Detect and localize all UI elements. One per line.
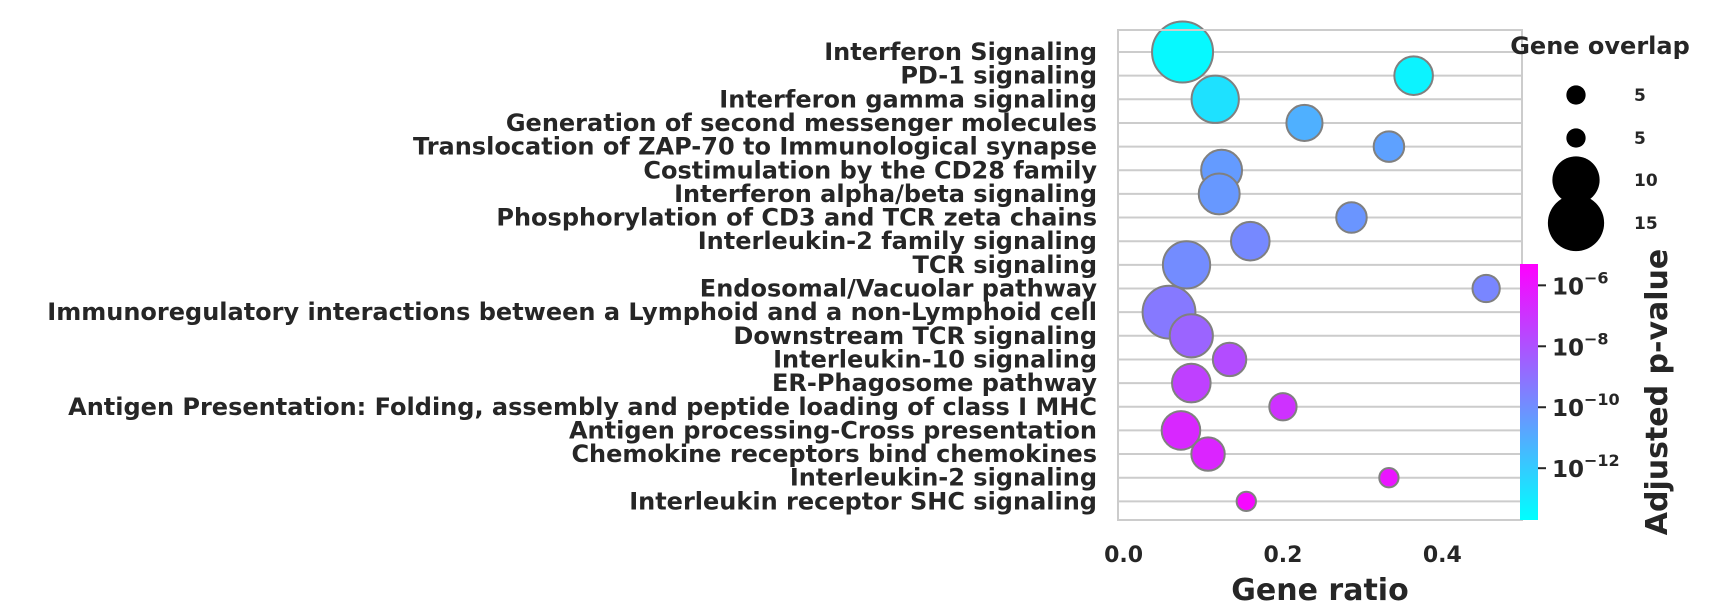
data-points xyxy=(1141,20,1501,512)
data-point xyxy=(1229,220,1271,262)
colorbar-tick-label: 10−12 xyxy=(1552,451,1620,483)
category-label: Antigen processing-Cross presentation xyxy=(569,416,1097,444)
data-point xyxy=(1285,103,1324,142)
size-legend-marker xyxy=(1566,85,1586,105)
x-tick-labels: 0.0 0.2 0.4 xyxy=(1104,543,1462,568)
data-point xyxy=(1160,410,1202,451)
data-point xyxy=(1151,20,1215,84)
data-point xyxy=(1161,240,1212,290)
x-axis-title: Gene ratio xyxy=(1231,573,1408,608)
category-label: TCR signaling xyxy=(912,251,1097,279)
x-tick-label: 0.4 xyxy=(1423,543,1462,568)
category-label: Costimulation by the CD28 family xyxy=(643,156,1097,184)
category-label: Interferon Signaling xyxy=(824,38,1097,66)
category-label: Endosomal/Vacuolar pathway xyxy=(700,275,1098,303)
data-point xyxy=(1393,55,1434,96)
size-legend-label: 5 xyxy=(1634,86,1646,106)
size-legend: 5 5 10 15 xyxy=(1547,85,1658,252)
category-label: Immunoregulatory interactions between a … xyxy=(47,298,1097,326)
category-label: Interferon gamma signaling xyxy=(719,85,1097,113)
size-legend-marker xyxy=(1547,194,1605,252)
data-point xyxy=(1372,130,1406,163)
category-label: Generation of second messenger molecules xyxy=(506,109,1097,137)
data-point xyxy=(1471,273,1501,304)
colorbar xyxy=(1520,264,1538,520)
data-point xyxy=(1190,74,1240,124)
category-label: Interferon alpha/beta signaling xyxy=(674,180,1097,208)
colorbar-tick-label: 10−10 xyxy=(1552,390,1620,422)
size-legend-label: 15 xyxy=(1634,214,1658,234)
x-tick-label: 0.2 xyxy=(1263,543,1302,568)
data-point xyxy=(1335,201,1368,234)
data-point xyxy=(1171,362,1212,404)
colorbar-title: Adjusted p-value xyxy=(1640,249,1675,536)
data-point xyxy=(1211,341,1248,378)
data-point xyxy=(1168,313,1214,359)
data-point xyxy=(1378,467,1400,489)
size-legend-title: Gene overlap xyxy=(1510,32,1690,60)
category-label: Interleukin receptor SHC signaling xyxy=(629,487,1097,515)
colorbar-tick-label: 10−6 xyxy=(1552,268,1609,300)
colorbar-ticks: 10−6 10−8 10−10 10−12 xyxy=(1538,268,1620,483)
data-point xyxy=(1190,436,1226,472)
data-point xyxy=(1235,490,1257,512)
category-label: Interleukin-2 family signaling xyxy=(698,227,1097,255)
data-point xyxy=(1197,172,1241,216)
category-label: Chemokine receptors bind chemokines xyxy=(571,440,1097,468)
category-label: Translocation of ZAP-70 to Immunological… xyxy=(413,133,1097,161)
category-label: Interleukin-10 signaling xyxy=(773,345,1097,373)
x-tick-label: 0.0 xyxy=(1104,543,1143,568)
category-label: ER-Phagosome pathway xyxy=(772,369,1097,397)
colorbar-tick-label: 10−8 xyxy=(1552,329,1609,361)
category-label: PD-1 signaling xyxy=(900,62,1097,90)
category-label: Downstream TCR signaling xyxy=(733,322,1097,350)
size-legend-marker xyxy=(1552,156,1600,204)
size-legend-label: 10 xyxy=(1634,171,1658,191)
category-label: Antigen Presentation: Folding, assembly … xyxy=(68,393,1097,421)
size-legend-marker xyxy=(1566,128,1586,148)
size-legend-label: 5 xyxy=(1634,129,1646,149)
data-point xyxy=(1268,392,1298,422)
category-label: Phosphorylation of CD3 and TCR zeta chai… xyxy=(496,204,1097,232)
category-label: Interleukin-2 signaling xyxy=(790,464,1097,492)
